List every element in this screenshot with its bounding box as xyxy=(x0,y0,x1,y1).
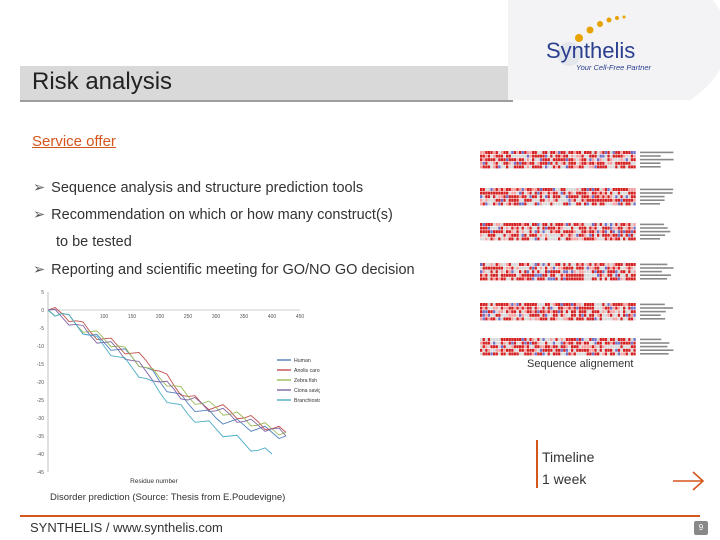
x-tick-label: 300 xyxy=(212,314,221,320)
series-line xyxy=(47,306,287,433)
arrow-right-icon xyxy=(673,471,705,491)
y-tick-label: 0 xyxy=(41,308,44,314)
x-tick-label: 350 xyxy=(240,314,249,320)
arrow-bullet-icon: ➢ xyxy=(33,180,46,196)
bullet-item: ➢ Recommendation on which or how many con… xyxy=(33,207,393,223)
timeline-label: Timeline 1 week xyxy=(542,446,594,490)
y-tick-label: -10 xyxy=(37,344,44,350)
legend-label: Ciona savignyi xyxy=(294,388,320,394)
legend-label: Human xyxy=(294,358,311,364)
y-tick-label: -20 xyxy=(37,380,44,386)
slide-title: Risk analysis xyxy=(32,68,173,95)
page-number: 9 xyxy=(694,521,708,535)
x-axis-title: Residue number xyxy=(130,478,179,485)
title-bar xyxy=(20,66,513,102)
svg-text:Synthelis: Synthelis xyxy=(546,38,635,63)
y-tick-label: -15 xyxy=(37,362,44,368)
arrow-bullet-icon: ➢ xyxy=(33,262,46,278)
timeline-title: Timeline xyxy=(542,449,595,465)
x-tick-label: 450 xyxy=(296,314,305,320)
footer-divider xyxy=(20,515,700,517)
synthelis-logo: Synthelis Your Cell-Free Partner xyxy=(508,0,720,100)
legend-label: Branchiostoma floridae xyxy=(294,398,320,404)
x-tick-label: 100 xyxy=(100,314,109,320)
series-line xyxy=(47,309,273,455)
bullet-item: ➢ Sequence analysis and structure predict… xyxy=(33,180,364,196)
legend-label: Zebra fish xyxy=(294,378,317,384)
y-tick-label: 5 xyxy=(41,290,44,296)
chart-caption: Disorder prediction (Source: Thesis from… xyxy=(50,492,286,503)
y-tick-label: -45 xyxy=(37,470,44,476)
timeline-divider xyxy=(536,440,538,488)
legend-label: Anolis carolinensis xyxy=(294,368,320,374)
y-tick-label: -5 xyxy=(40,326,45,332)
timeline-duration: 1 week xyxy=(542,471,587,487)
y-tick-label: -25 xyxy=(37,398,44,404)
footer-text: SYNTHELIS / www.synthelis.com xyxy=(30,520,223,535)
svg-text:Your Cell-Free Partner: Your Cell-Free Partner xyxy=(576,63,652,72)
x-tick-label: 250 xyxy=(184,314,193,320)
bullet-continuation: to be tested xyxy=(56,234,132,250)
alignment-caption: Sequence alignement xyxy=(527,358,634,370)
x-tick-label: 400 xyxy=(268,314,277,320)
x-tick-label: 150 xyxy=(128,314,137,320)
x-tick-label: 200 xyxy=(156,314,165,320)
arrow-bullet-icon: ➢ xyxy=(33,207,46,223)
section-heading: Service offer xyxy=(32,133,116,150)
sequence-alignment-image xyxy=(480,151,674,356)
y-tick-label: -40 xyxy=(37,452,44,458)
series-line xyxy=(47,308,287,437)
disorder-prediction-chart: 5 0 -5 -10 -15 -20 -25 -30 -35 -40 -45 100 150 200 250… xyxy=(37,290,320,485)
y-tick-label: -35 xyxy=(37,434,44,440)
y-tick-label: -30 xyxy=(37,416,44,422)
bullet-item: ➢ Reporting and scientific meeting for GO… xyxy=(33,262,415,278)
